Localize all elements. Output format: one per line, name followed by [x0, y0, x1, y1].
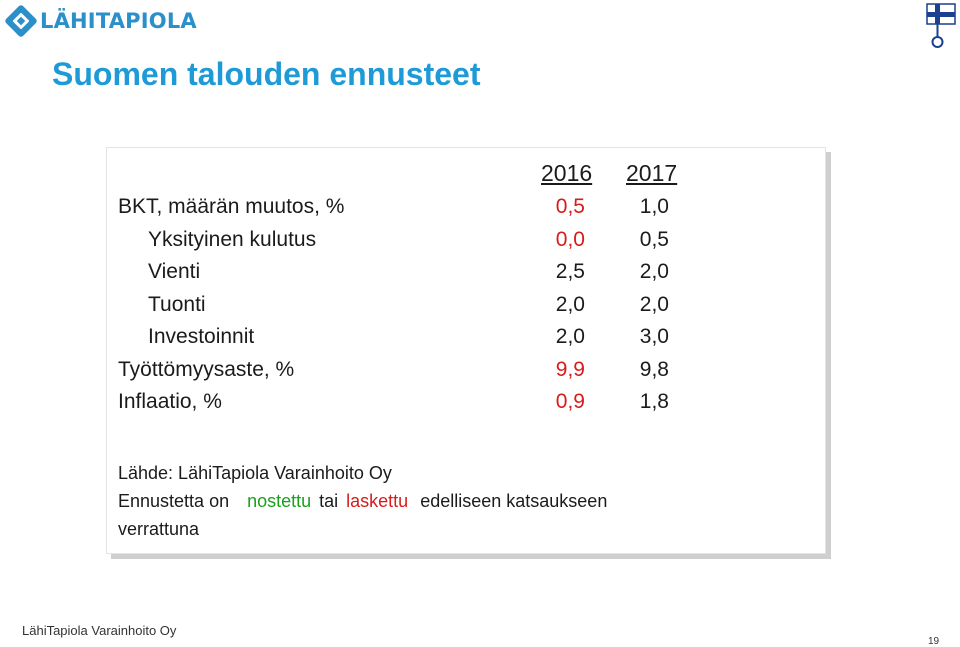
value-2016: 2,5	[555, 260, 585, 283]
note-text: edelliseen katsaukseen	[420, 491, 608, 511]
row-label: Investoinnit	[148, 325, 255, 348]
lowered-label: laskettu	[346, 491, 409, 511]
value-2017: 3,0	[639, 325, 669, 348]
logo-text: LÄHITAPIOLA	[40, 9, 197, 33]
row-label: Vienti	[148, 260, 201, 283]
change-note: Ennustetta on nostettu tai laskettu edellise…	[118, 491, 615, 512]
row-label: BKT, määrän muutos, %	[118, 195, 345, 218]
change-note-continued: verrattuna	[118, 519, 200, 539]
year-header-2017: 2017	[626, 160, 678, 186]
footer-company: LähiTapiola Varainhoito Oy	[22, 623, 177, 638]
value-2017: 2,0	[639, 292, 669, 316]
table-row: Tuonti 2,0 2,0	[107, 293, 825, 323]
table-row: Investoinnit 2,0 3,0	[107, 325, 825, 355]
row-label: Tuonti	[148, 292, 206, 316]
table-row: Yksityinen kulutus 0,0 0,5	[107, 228, 825, 258]
forecast-panel: 2016 2017 BKT, määrän muutos, % 0,5 1,0 Yks…	[106, 147, 826, 554]
finland-flag-key-icon	[926, 3, 956, 48]
company-logo: LÄHITAPIOLA	[4, 4, 197, 38]
value-2016: 2,0	[555, 325, 585, 348]
row-label: Yksityinen kulutus	[148, 227, 317, 251]
value-2017: 1,0	[639, 195, 669, 218]
note-text: Ennustetta on	[118, 491, 230, 511]
value-2016: 0,5	[555, 195, 585, 218]
value-2017: 9,8	[639, 357, 669, 381]
value-2017: 0,5	[639, 227, 669, 251]
value-2017: 1,8	[639, 390, 669, 413]
raised-label: nostettu	[247, 491, 312, 511]
row-label: Työttömyysaste, %	[118, 357, 295, 381]
row-label: Inflaatio, %	[118, 390, 222, 413]
table-row: Vienti 2,5 2,0	[107, 260, 825, 290]
table-row: Työttömyysaste, % 9,9 9,8	[107, 358, 825, 388]
value-2017: 2,0	[639, 260, 669, 283]
value-2016: 2,0	[555, 292, 585, 316]
note-text: tai	[319, 491, 339, 511]
year-header-2016: 2016	[541, 160, 593, 186]
value-2016: 0,0	[555, 227, 585, 251]
value-2016: 9,9	[555, 357, 585, 381]
table-row: Inflaatio, % 0,9 1,8	[107, 390, 825, 420]
page-number: 19	[928, 636, 940, 647]
table-row: BKT, määrän muutos, % 0,5 1,0	[107, 195, 825, 225]
source-note: Lähde: LähiTapiola Varainhoito Oy	[118, 463, 392, 483]
page-title: Suomen talouden ennusteet	[52, 56, 481, 92]
lahitapiola-logo-icon	[5, 5, 37, 37]
value-2016: 0,9	[555, 390, 585, 413]
